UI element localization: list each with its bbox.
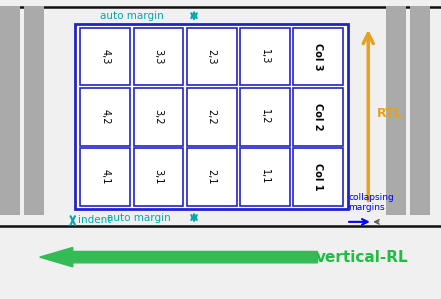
Bar: [410, 6, 430, 215]
Text: 4,1: 4,1: [100, 169, 110, 184]
Bar: [293, 148, 343, 206]
Bar: [134, 148, 183, 206]
Bar: [80, 88, 130, 146]
Text: collapsing
margins: collapsing margins: [348, 193, 394, 212]
Text: 3,1: 3,1: [153, 169, 164, 184]
Text: Col 1: Col 1: [313, 163, 323, 190]
Bar: [75, 24, 348, 209]
Bar: [187, 148, 236, 206]
Text: 1,3: 1,3: [260, 49, 270, 64]
Bar: [240, 148, 290, 206]
Bar: [386, 6, 406, 215]
Text: 1,2: 1,2: [260, 109, 270, 124]
Bar: [293, 28, 343, 85]
Bar: [80, 148, 130, 206]
Bar: [134, 28, 183, 85]
Text: 1,1: 1,1: [260, 169, 270, 184]
Text: auto margin: auto margin: [101, 11, 164, 22]
Text: 3,3: 3,3: [153, 49, 164, 64]
Bar: [0, 6, 20, 215]
Bar: [240, 88, 290, 146]
Text: indent: indent: [78, 215, 112, 225]
Text: Col 3: Col 3: [313, 43, 323, 70]
Bar: [187, 88, 236, 146]
Bar: [80, 28, 130, 85]
Text: 2,2: 2,2: [207, 109, 217, 124]
Text: Col 2: Col 2: [313, 103, 323, 130]
Text: RTL: RTL: [377, 107, 403, 120]
Text: 4,2: 4,2: [100, 109, 110, 124]
Text: 4,3: 4,3: [100, 49, 110, 64]
Text: 2,1: 2,1: [207, 169, 217, 184]
Text: auto margin: auto margin: [107, 213, 171, 223]
Text: vertical-RL: vertical-RL: [315, 250, 408, 265]
Bar: [187, 28, 236, 85]
Bar: [24, 6, 44, 215]
Bar: [293, 88, 343, 146]
Text: 3,2: 3,2: [153, 109, 164, 124]
Bar: [240, 28, 290, 85]
Bar: [134, 88, 183, 146]
Text: 2,3: 2,3: [207, 49, 217, 64]
FancyArrow shape: [40, 248, 318, 267]
